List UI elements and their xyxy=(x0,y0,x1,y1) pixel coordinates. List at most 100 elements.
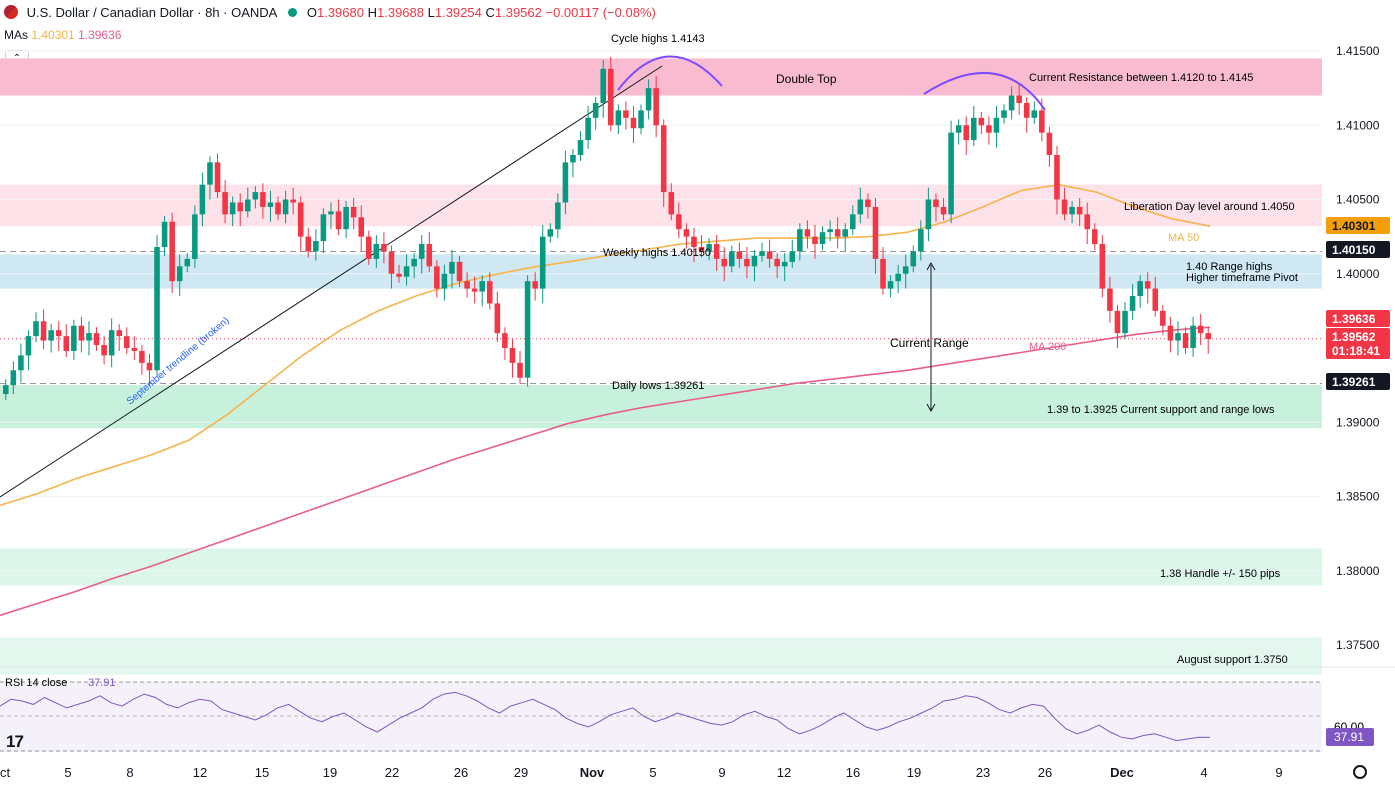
candle xyxy=(532,281,538,289)
y-tick-7: 1.37500 xyxy=(1336,638,1380,652)
candle xyxy=(865,199,871,207)
candle xyxy=(978,117,985,126)
candle xyxy=(290,199,296,203)
ma200-label: MA 200 xyxy=(1029,341,1066,353)
candle xyxy=(842,229,848,237)
candle xyxy=(1069,206,1075,215)
candle xyxy=(1099,244,1106,289)
candle xyxy=(297,202,304,237)
x-tick-17: Dec xyxy=(1110,765,1134,780)
candle xyxy=(721,258,727,267)
candle xyxy=(388,251,395,274)
candle xyxy=(373,244,380,259)
candle xyxy=(418,244,425,259)
candle xyxy=(1107,288,1113,311)
ma-legend-label: MAs xyxy=(4,28,28,42)
candle xyxy=(872,206,879,259)
candle xyxy=(683,229,690,237)
candle xyxy=(207,162,213,185)
price-badge-5 xyxy=(1326,373,1390,390)
candle xyxy=(154,247,160,371)
price-axis[interactable]: 1.41500 1.41000 1.40500 1.40000 1.39000 1.385… xyxy=(1336,44,1380,652)
candle xyxy=(1205,333,1211,340)
candle xyxy=(509,348,516,363)
candle xyxy=(1061,199,1068,215)
candle xyxy=(1197,325,1204,334)
ma-legend[interactable]: MAs 1.40301 1.39636 xyxy=(4,28,121,42)
candle xyxy=(1016,95,1022,103)
tradingview-logo[interactable]: 17 xyxy=(6,732,24,751)
candle xyxy=(63,336,70,351)
time-axis[interactable]: ct 5 8 12 15 19 22 26 29 Nov 5 9 12 16 19 23 26 Dec 4 9 xyxy=(0,765,1283,780)
candle xyxy=(1122,310,1128,334)
candle xyxy=(124,336,130,348)
candle xyxy=(275,202,281,215)
candle xyxy=(169,221,175,282)
candle xyxy=(713,244,720,259)
candle xyxy=(955,125,962,133)
ma200-legend-value: 1.39636 xyxy=(78,28,122,42)
candle xyxy=(857,199,864,215)
candle xyxy=(547,229,554,237)
candle xyxy=(101,345,107,356)
rsi-label[interactable]: RSI 14 close xyxy=(5,677,67,689)
candle xyxy=(1023,102,1030,118)
candle xyxy=(524,281,531,378)
zone-4 xyxy=(0,548,1322,586)
candle xyxy=(948,132,954,215)
symbol-title[interactable]: U.S. Dollar / Canadian Dollar · 8h · OAN… xyxy=(26,5,277,20)
candle xyxy=(1039,110,1045,133)
candle xyxy=(1114,310,1121,334)
candle xyxy=(585,117,591,141)
candle xyxy=(108,330,115,356)
candle xyxy=(902,266,909,274)
candle xyxy=(1031,110,1038,118)
candle xyxy=(1046,132,1053,155)
x-tick-16: 26 xyxy=(1038,765,1052,780)
candle xyxy=(25,336,32,356)
x-tick-19: 9 xyxy=(1275,765,1282,780)
candle xyxy=(350,206,357,218)
candle xyxy=(940,206,947,215)
candle xyxy=(1137,281,1143,297)
candle xyxy=(434,266,440,289)
x-tick-1: 5 xyxy=(64,765,71,780)
august-support-label: August support 1.3750 xyxy=(1177,654,1288,666)
x-tick-2: 8 xyxy=(126,765,133,780)
candle xyxy=(691,236,697,248)
x-tick-5: 19 xyxy=(323,765,337,780)
price-badge-0 xyxy=(1326,217,1390,234)
double-top-arc-right xyxy=(923,72,1046,111)
y-tick-0: 1.41500 xyxy=(1336,44,1380,58)
double-top-label: Double Top xyxy=(776,72,837,86)
candle xyxy=(494,303,501,334)
candle xyxy=(260,192,266,207)
candle xyxy=(449,261,455,274)
candle xyxy=(214,162,221,193)
rsi-value-badge-text: 37.91 xyxy=(1334,730,1364,744)
candle xyxy=(653,88,659,126)
open-label: O xyxy=(306,5,317,20)
candle xyxy=(146,362,153,371)
candle xyxy=(986,125,992,133)
candle xyxy=(358,217,364,237)
chart-header: U.S. Dollar / Canadian Dollar · 8h · OAN… xyxy=(0,0,1395,26)
candle xyxy=(245,199,251,212)
candle xyxy=(706,244,712,252)
candle xyxy=(1001,110,1007,118)
candle xyxy=(751,255,758,267)
candle xyxy=(592,102,599,118)
candle xyxy=(918,229,924,252)
candle xyxy=(86,333,92,341)
candle xyxy=(320,214,327,242)
candle xyxy=(638,110,644,129)
candle xyxy=(1160,310,1166,326)
candle xyxy=(615,110,622,126)
current-range-label: Current Range xyxy=(890,336,969,350)
x-tick-13: 16 xyxy=(846,765,860,780)
candle xyxy=(827,229,833,233)
chart-settings-icon[interactable] xyxy=(1353,765,1367,779)
candle xyxy=(645,88,652,111)
